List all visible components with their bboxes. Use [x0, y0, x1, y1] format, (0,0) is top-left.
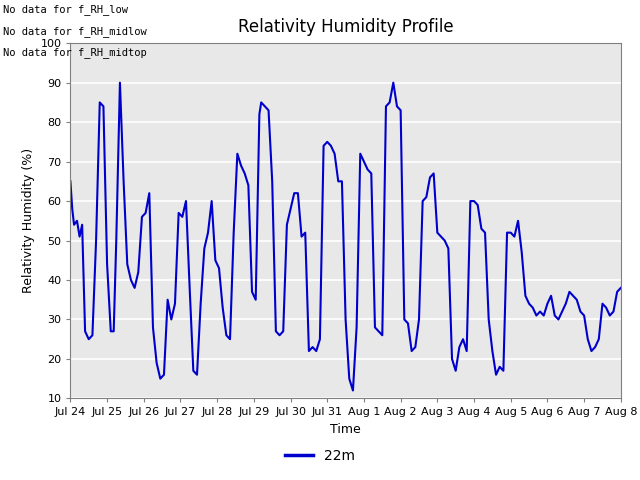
X-axis label: Time: Time — [330, 423, 361, 436]
Title: Relativity Humidity Profile: Relativity Humidity Profile — [238, 18, 453, 36]
Legend: 22m: 22m — [280, 443, 360, 468]
Text: No data for f_RH_midlow: No data for f_RH_midlow — [3, 25, 147, 36]
Text: No data for f_RH_low: No data for f_RH_low — [3, 4, 128, 15]
Y-axis label: Relativity Humidity (%): Relativity Humidity (%) — [22, 148, 35, 293]
Text: No data for f_RH_midtop: No data for f_RH_midtop — [3, 47, 147, 58]
